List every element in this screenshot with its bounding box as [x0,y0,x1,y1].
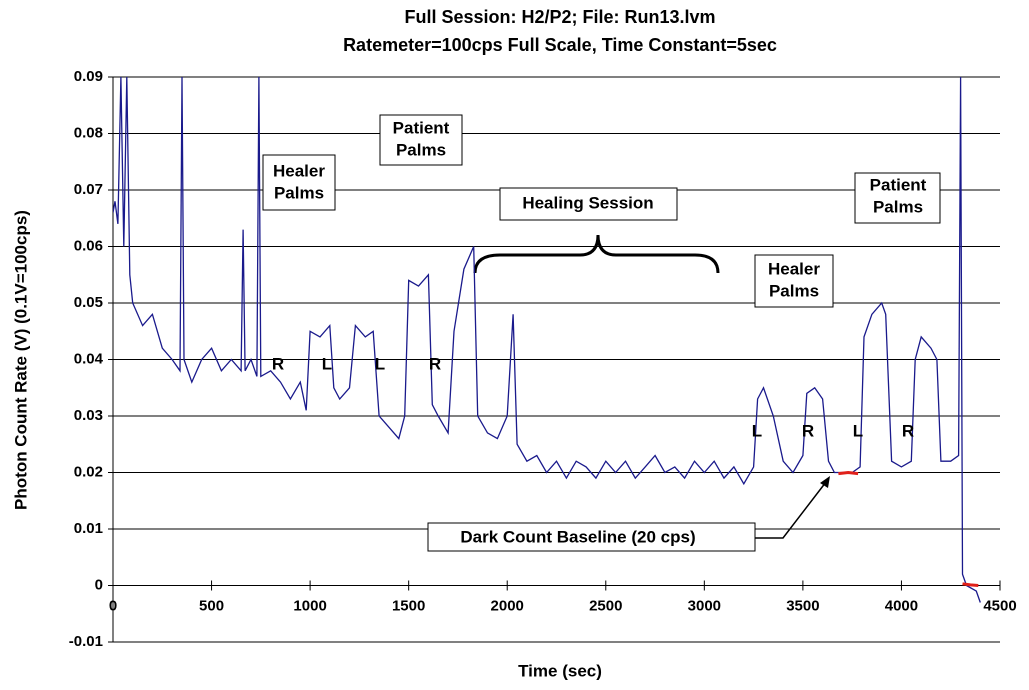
annotation-box [427,522,756,552]
y-tick-label: 0.04 [74,350,104,367]
x-tick-label: 0 [109,597,117,614]
chart-title: Full Session: H2/P2; File: Run13.lvm [404,7,715,27]
x-tick-label: 2000 [491,597,524,614]
arrow-head [820,476,830,488]
x-tick-label: 500 [199,597,224,614]
y-tick-label: 0.08 [74,124,103,141]
y-axis-label: Photon Count Rate (V) (0.1V=100cps) [11,210,30,510]
y-tick-label: 0 [95,576,103,593]
annotation: Palms [396,140,446,159]
annotation: Palms [274,183,324,202]
annotation: L [752,421,762,440]
annotation: R [429,354,441,373]
data-line [838,470,979,587]
y-tick-label: 0.07 [74,181,103,198]
x-tick-label: 4500 [983,597,1016,614]
y-tick-label: 0.05 [74,294,103,311]
x-tick-label: 1000 [293,597,326,614]
x-tick-label: 2500 [589,597,622,614]
annotation: R [802,421,814,440]
x-tick-label: 1500 [392,597,425,614]
annotation-box [854,172,941,224]
brace [473,234,720,274]
y-tick-label: 0.09 [74,68,103,85]
x-tick-label: 3500 [786,597,819,614]
arrow [755,481,827,539]
annotation: R [902,421,914,440]
x-tick-label: 3000 [688,597,721,614]
annotation: Dark Count Baseline (20 cps) [460,527,695,546]
data-line [113,76,981,603]
annotation: Healer [273,161,325,180]
y-tick-label: -0.01 [69,633,103,650]
annotation: Palms [873,197,923,216]
y-tick-label: 0.02 [74,463,103,480]
annotation: Patient [870,175,927,194]
annotation: L [322,354,332,373]
annotation: Healing Session [522,193,653,212]
annotation-box [379,114,463,166]
annotation: L [375,354,385,373]
annotation: Healer [768,259,820,278]
y-tick-label: 0.06 [74,237,103,254]
annotation: Palms [769,281,819,300]
annotation: L [853,421,863,440]
y-tick-label: 0.01 [74,520,103,537]
annotation: R [272,354,284,373]
y-tick-label: 0.03 [74,407,103,424]
x-tick-label: 4000 [885,597,918,614]
annotation-box [499,187,678,221]
annotation-box [262,154,336,211]
x-axis-label: Time (sec) [518,661,602,680]
annotation: Patient [393,118,450,137]
chart-title: Ratemeter=100cps Full Scale, Time Consta… [343,35,777,55]
annotation-box [754,254,834,308]
